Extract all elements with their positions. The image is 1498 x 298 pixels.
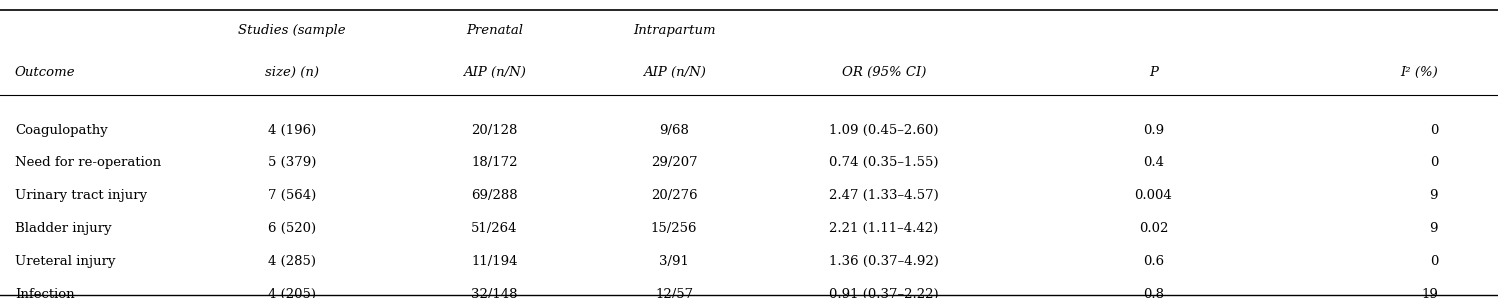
Text: 0: 0	[1429, 124, 1438, 137]
Text: 0.02: 0.02	[1138, 222, 1168, 235]
Text: 69/288: 69/288	[470, 189, 518, 202]
Text: size) (n): size) (n)	[265, 66, 319, 79]
Text: 1.09 (0.45–2.60): 1.09 (0.45–2.60)	[828, 124, 939, 137]
Text: 0.004: 0.004	[1134, 189, 1173, 202]
Text: Need for re-operation: Need for re-operation	[15, 156, 162, 170]
Text: 4 (196): 4 (196)	[268, 124, 316, 137]
Text: Urinary tract injury: Urinary tract injury	[15, 189, 147, 202]
Text: 19: 19	[1422, 288, 1438, 298]
Text: AIP (n/N): AIP (n/N)	[643, 66, 706, 79]
Text: 9/68: 9/68	[659, 124, 689, 137]
Text: 6 (520): 6 (520)	[268, 222, 316, 235]
Text: 0.4: 0.4	[1143, 156, 1164, 170]
Text: 9: 9	[1429, 222, 1438, 235]
Text: OR (95% CI): OR (95% CI)	[842, 66, 926, 79]
Text: 9: 9	[1429, 189, 1438, 202]
Text: 3/91: 3/91	[659, 255, 689, 268]
Text: 11/194: 11/194	[470, 255, 518, 268]
Text: 18/172: 18/172	[470, 156, 518, 170]
Text: Ureteral injury: Ureteral injury	[15, 255, 115, 268]
Text: 4 (205): 4 (205)	[268, 288, 316, 298]
Text: 20/276: 20/276	[650, 189, 698, 202]
Text: P: P	[1149, 66, 1158, 79]
Text: 15/256: 15/256	[650, 222, 698, 235]
Text: 5 (379): 5 (379)	[268, 156, 316, 170]
Text: I² (%): I² (%)	[1401, 66, 1438, 79]
Text: Coagulopathy: Coagulopathy	[15, 124, 108, 137]
Text: 7 (564): 7 (564)	[268, 189, 316, 202]
Text: 0: 0	[1429, 156, 1438, 170]
Text: Intrapartum: Intrapartum	[632, 24, 716, 37]
Text: 20/128: 20/128	[472, 124, 517, 137]
Text: 0.8: 0.8	[1143, 288, 1164, 298]
Text: 0.74 (0.35–1.55): 0.74 (0.35–1.55)	[828, 156, 939, 170]
Text: 4 (285): 4 (285)	[268, 255, 316, 268]
Text: Studies (sample: Studies (sample	[238, 24, 346, 37]
Text: Prenatal: Prenatal	[466, 24, 523, 37]
Text: 2.21 (1.11–4.42): 2.21 (1.11–4.42)	[830, 222, 938, 235]
Text: 51/264: 51/264	[470, 222, 518, 235]
Text: 1.36 (0.37–4.92): 1.36 (0.37–4.92)	[828, 255, 939, 268]
Text: Outcome: Outcome	[15, 66, 75, 79]
Text: 32/148: 32/148	[470, 288, 518, 298]
Text: 0.91 (0.37–2.22): 0.91 (0.37–2.22)	[828, 288, 939, 298]
Text: 0.9: 0.9	[1143, 124, 1164, 137]
Text: 2.47 (1.33–4.57): 2.47 (1.33–4.57)	[828, 189, 939, 202]
Text: 0.6: 0.6	[1143, 255, 1164, 268]
Text: Bladder injury: Bladder injury	[15, 222, 112, 235]
Text: AIP (n/N): AIP (n/N)	[463, 66, 526, 79]
Text: 29/207: 29/207	[650, 156, 698, 170]
Text: Infection: Infection	[15, 288, 75, 298]
Text: 12/57: 12/57	[655, 288, 694, 298]
Text: 0: 0	[1429, 255, 1438, 268]
